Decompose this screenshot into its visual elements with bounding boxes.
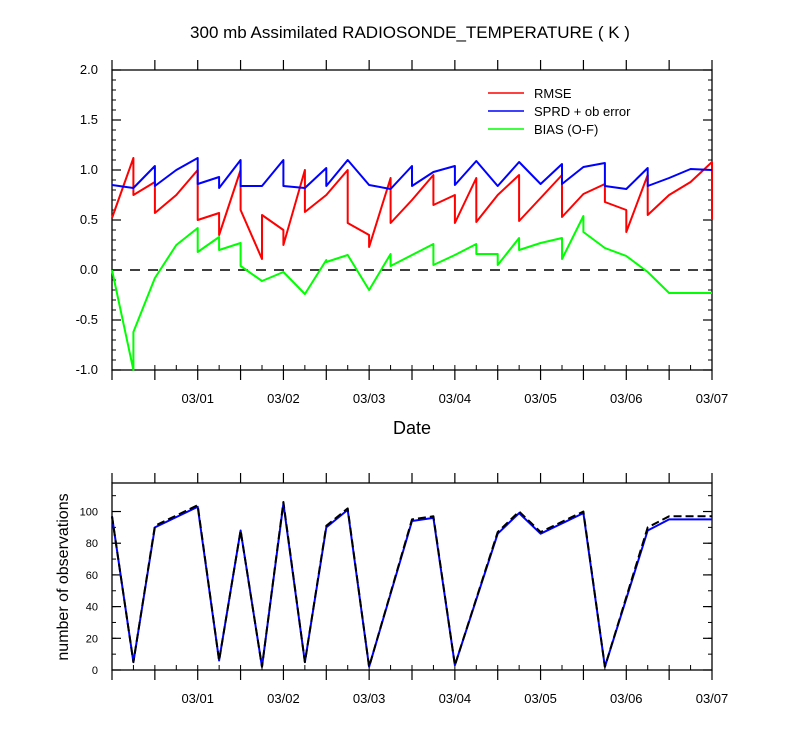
x-tick-label: 03/04 [439,391,472,406]
x-tick-label: 03/03 [353,391,386,406]
legend-item-rmse: RMSE [488,86,572,101]
x-tick-label: 03/05 [524,391,557,406]
y-tick-label: 80 [86,538,98,550]
x-tick-label: 03/06 [610,691,643,706]
y-tick-label: 40 [86,602,98,614]
y-tick-label: -1.0 [76,362,98,377]
series-line-possible [111,501,712,668]
legend-item-bias: BIAS (O-F) [488,122,598,137]
y-tick-label: 2.0 [80,62,98,77]
bottom-y-ticks: 100 80 60 40 20 0 [80,495,712,677]
x-tick-label: 03/05 [524,691,557,706]
top-series-lines [111,157,713,371]
bottom-x-ticks: 03/01 03/02 03/03 03/04 03/05 03/06 03/07 [111,473,729,706]
chart-title: 300 mb Assimilated RADIOSONDE_TEMPERATUR… [190,23,630,42]
legend-item-sprd: SPRD + ob error [488,104,631,119]
y-tick-label: -0.5 [76,312,98,327]
y-tick-label: 0.5 [80,212,98,227]
y-tick-label: 100 [80,507,98,519]
y-tick-label: 0.0 [80,262,98,277]
legend-label-bias: BIAS (O-F) [534,122,598,137]
bottom-plot-frame [111,482,713,671]
x-tick-label: 03/04 [439,691,472,706]
y-tick-label: 1.5 [80,112,98,127]
x-tick-label: 03/02 [267,691,300,706]
x-axis-title: Date [393,418,431,438]
x-tick-label: 03/07 [696,391,729,406]
series-line-bias-o-f [111,215,712,371]
legend-label-rmse: RMSE [534,86,572,101]
y-tick-label: 1.0 [80,162,98,177]
x-tick-label: 03/06 [610,391,643,406]
series-line-rmse [111,157,713,260]
legend: RMSE SPRD + ob error BIAS (O-F) [488,86,631,137]
x-tick-label: 03/01 [181,391,214,406]
top-x-ticks: 03/01 03/02 03/03 03/04 03/05 03/06 03/07 [111,60,729,406]
x-tick-label: 03/07 [696,691,729,706]
top-chart-panel: 2.01.51.00.50.0-0.5-1.0 03/01 03/02 03/03 0… [76,60,729,438]
x-tick-label: 03/03 [353,691,386,706]
bottom-series-lines [111,501,712,668]
x-tick-label: 03/02 [267,391,300,406]
series-line-assimilated [111,502,712,668]
x-tick-label: 03/01 [181,691,214,706]
y-tick-label: 60 [86,570,98,582]
series-line-sprd-ob-error [111,157,713,190]
bottom-y-axis-title: number of observations [55,493,72,660]
y-tick-label: 20 [86,633,98,645]
y-tick-label: 0 [92,665,98,677]
legend-label-sprd: SPRD + ob error [534,104,631,119]
